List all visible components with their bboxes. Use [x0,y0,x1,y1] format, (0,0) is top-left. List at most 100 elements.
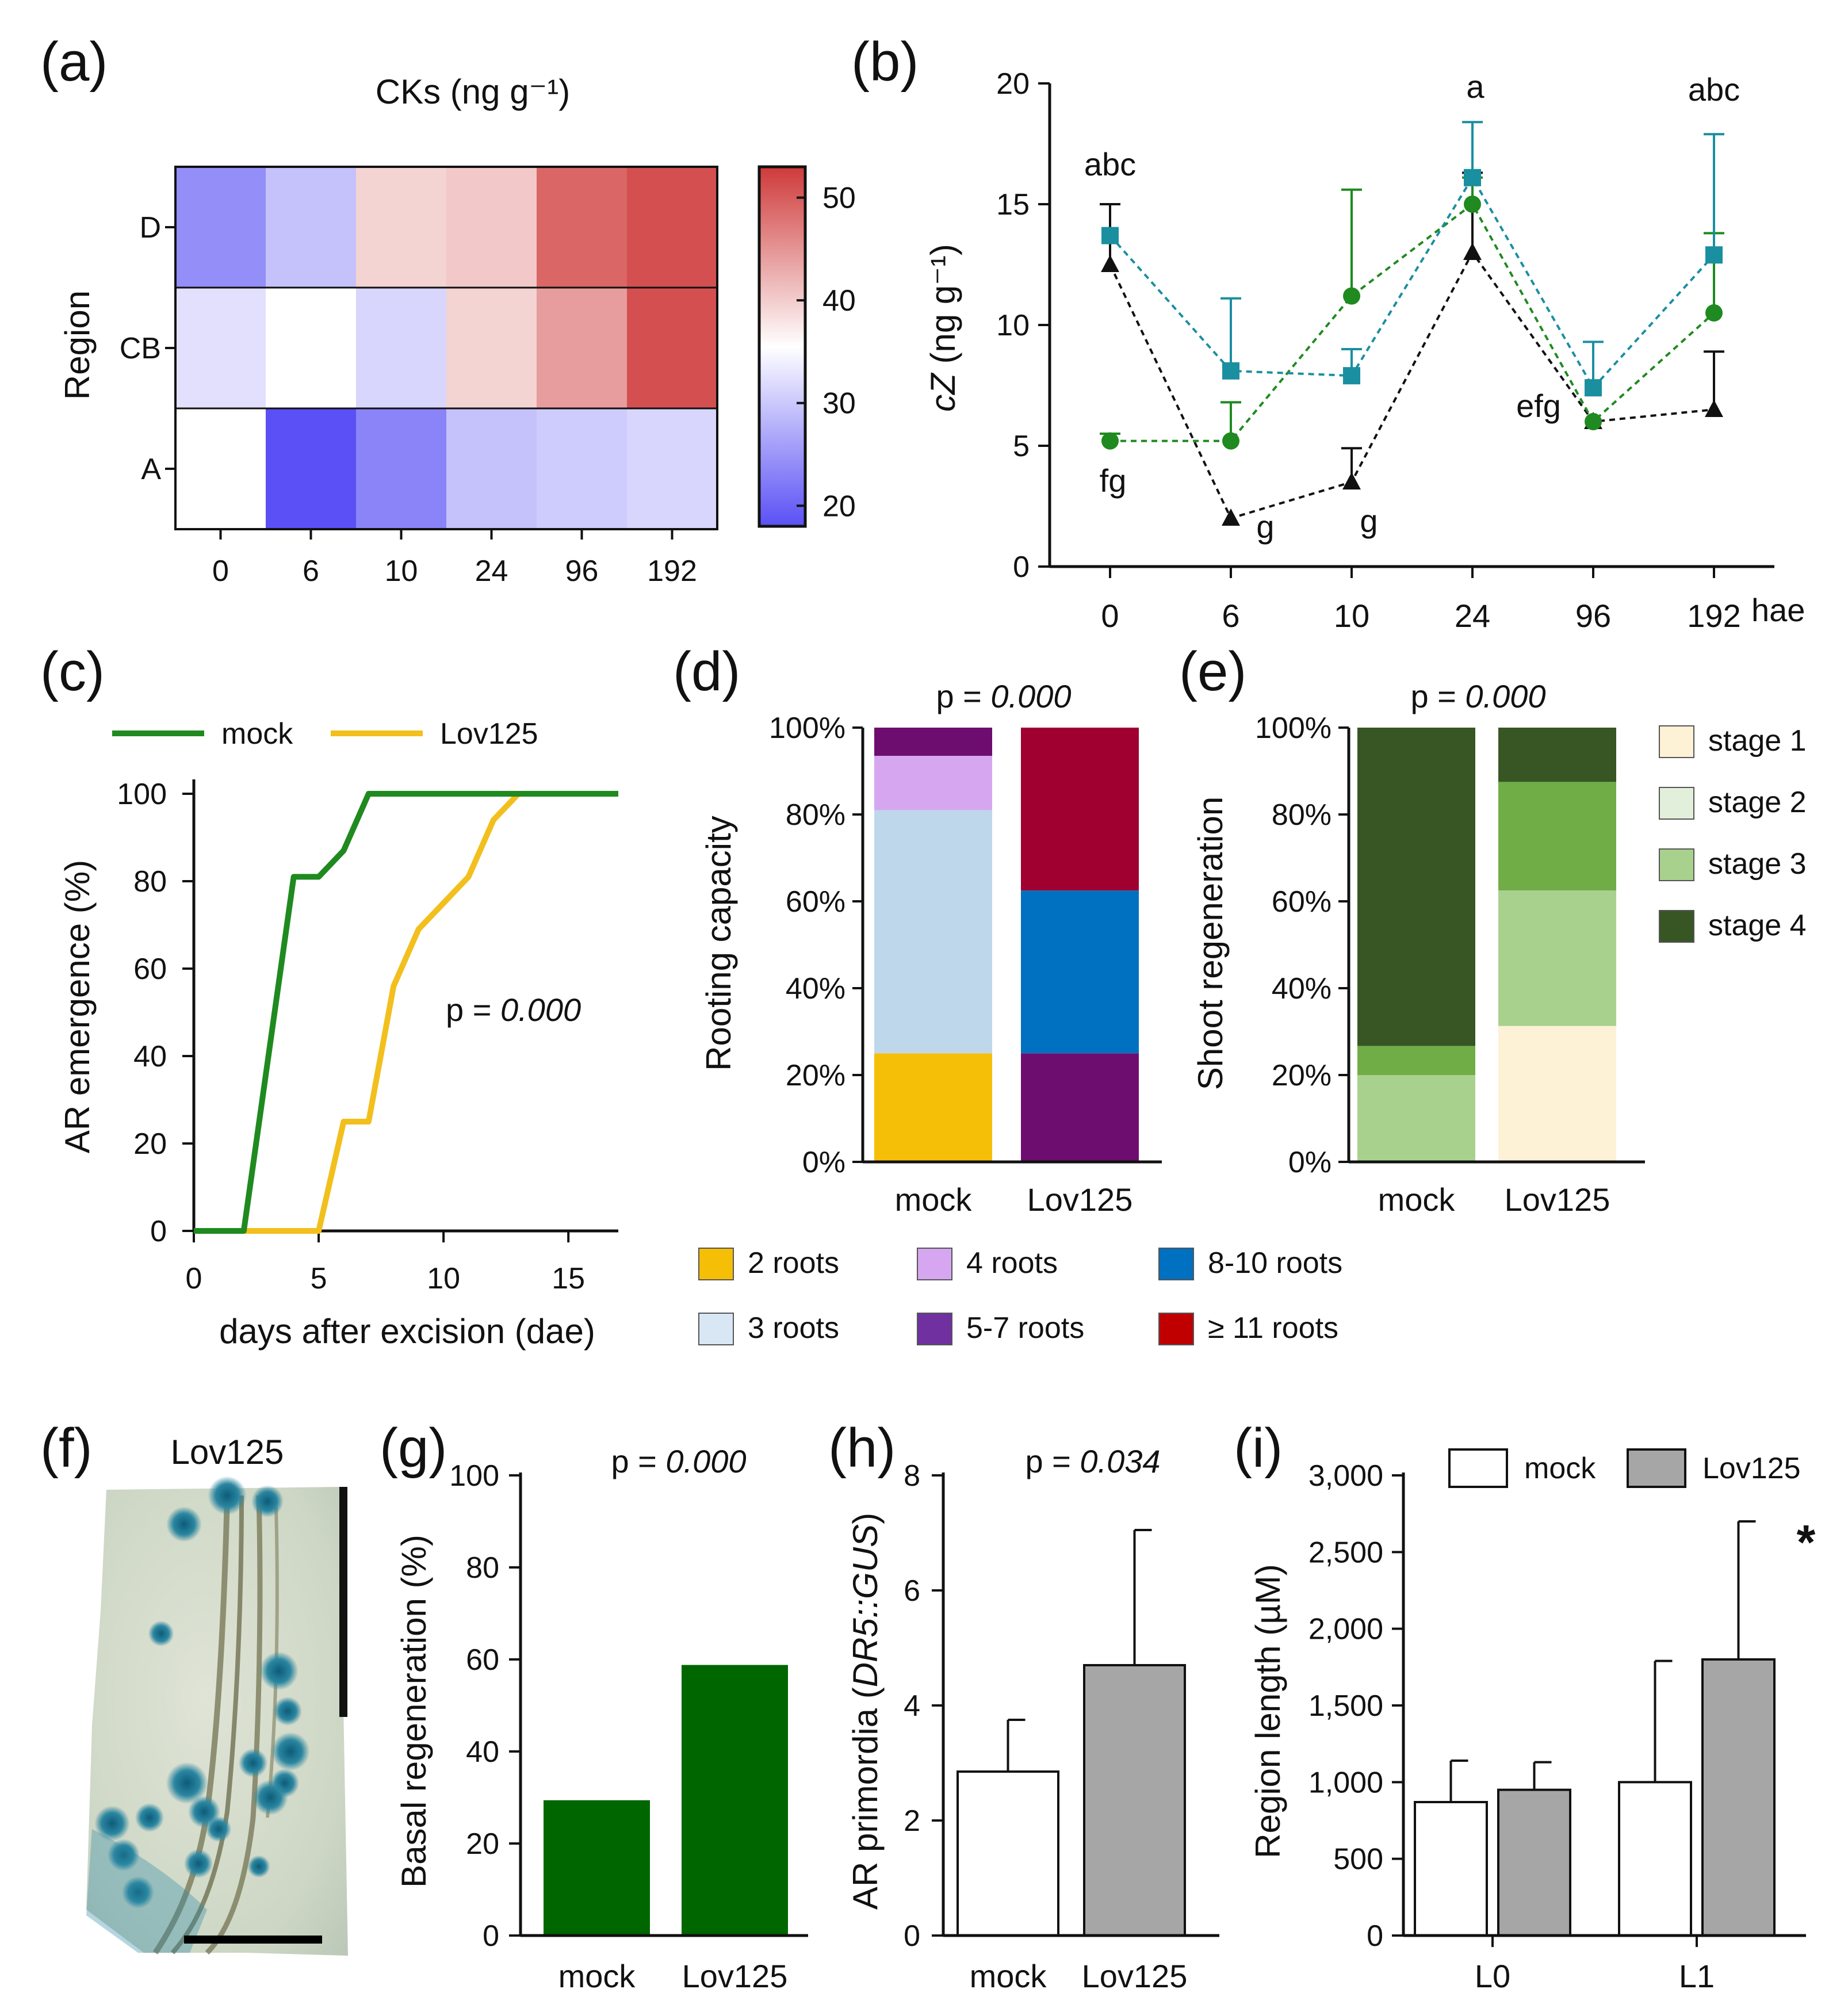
shoot-pvalue: p = 0.000 [1410,678,1545,714]
cz-point-teal [1222,362,1239,380]
legend-mock-box [1448,1448,1508,1488]
stacked-segment [874,1053,992,1162]
cz-y-tick-label: 5 [1013,430,1030,463]
legend-swatch [1659,848,1694,881]
basal-y-tick-label: 80 [466,1551,499,1585]
cz-point-black [1101,255,1119,272]
gus-dot [251,1485,284,1517]
cz-point-teal [1343,367,1360,385]
cz-point-teal [1585,379,1602,397]
basal-pvalue: p = 0.000 [611,1443,746,1479]
cz-x-tick-label: 10 [1334,598,1369,634]
heatmap-column-label: 192 [647,554,697,588]
basal-pvalue-value: 0.000 [665,1443,746,1479]
stacked-segment [874,728,992,756]
panel-g-letter: (g) [380,1417,447,1479]
gus-dot [166,1506,202,1542]
cz-point-black [1222,508,1240,526]
gus-dot [247,1855,270,1878]
region-category-label: L1 [1679,1958,1715,1994]
legend-swatch [1659,725,1694,758]
cz-point-black [1705,400,1723,417]
blue-stain-base [86,1829,207,1953]
legend-swatch [1659,910,1694,943]
stacked-segment [874,756,992,810]
colorbar-tick-label: 30 [822,387,856,420]
heatmap-column-label: 0 [212,554,229,588]
rooting-ticks: 0% 20% 40% 60% 80% 100% [769,712,863,1179]
cz-point-teal [1705,246,1723,264]
heatmap-column-label: 24 [475,554,508,588]
heatmap-cells [174,166,718,530]
primordia-bar [956,1770,1059,1937]
primordia-bar [1083,1664,1186,1937]
cz-point-black [1463,243,1482,260]
bar-category-label: mock [1378,1181,1456,1218]
basal-y-tick-label: 40 [466,1735,499,1769]
panel-f-letter: (f) [40,1417,93,1479]
stacked-y-tick-label: 80% [1272,798,1332,832]
ar-y-tick-label: 20 [133,1127,167,1161]
legend-label: stage 4 [1708,909,1807,942]
stacked-y-tick-label: 40% [1272,972,1332,1005]
region-bars: L0 L1 [1414,1520,1776,1994]
primordia-pvalue-prefix: p = [1025,1443,1080,1479]
stacked-y-tick-label: 80% [786,798,845,832]
cz-point-green [1585,413,1602,430]
legend-i-mock-label: mock [1524,1452,1596,1485]
heatmap-cell [175,288,266,408]
cz-x-tick-label: 24 [1455,598,1490,634]
heatmap-title: CKs (ng g⁻¹) [376,72,570,111]
legend-swatch [1659,787,1694,820]
cz-y-tick-label: 0 [1013,550,1030,584]
cz-point-green [1343,287,1360,305]
ar-x-tick-label: 15 [552,1262,585,1295]
basal-bars: mock Lov125 [544,1665,788,1994]
region-y-tick-label: 3,000 [1308,1459,1383,1493]
gus-dot [108,1839,140,1871]
heatmap-cell [266,167,356,288]
primordia-y-tick-label: 0 [904,1919,920,1953]
stacked-segment [874,810,992,1054]
basal-y-tick-label: 100 [449,1459,499,1493]
rooting-pvalue-prefix: p = [936,678,990,714]
legend-label: 5-7 roots [966,1311,1084,1345]
ar-x-tick-label: 10 [427,1262,460,1295]
heatmap-column-label: 6 [303,554,319,588]
vascular-strand-3 [205,1495,263,1955]
stacked-segment [1498,782,1616,891]
gus-dot [122,1876,154,1908]
basal-y-tick-label: 0 [483,1919,499,1953]
primordia-category-label: mock [970,1958,1047,1994]
cz-point-green [1705,304,1723,322]
gus-dot [252,1780,288,1815]
panel-h-bar-chart: p = 0.034 AR primordia (DR5::GUS) mock Lo… [846,1443,1219,1994]
stacked-segment [1021,728,1139,891]
heatmap-cell [266,288,356,408]
legend-label: 2 roots [748,1246,839,1280]
stacked-y-tick-label: 60% [786,885,845,919]
primordia-pvalue-value: 0.034 [1080,1443,1160,1479]
primordia-ylabel: AR primordia (DR5::GUS) [846,1513,885,1910]
basal-y-tick-label: 60 [466,1643,499,1677]
cz-xlabel: hae [1751,592,1805,628]
region-bar [1497,1788,1571,1937]
heatmap-cell [537,408,627,529]
basal-ticks: 0 20 40 60 80 100 [449,1459,521,1953]
stacked-segment [1498,728,1616,782]
basal-category-label: mock [558,1958,636,1994]
ar-y-tick-label: 40 [133,1040,167,1073]
stacked-segment [1357,1046,1475,1075]
ar-series [194,791,618,1234]
panel-g-bar-chart: p = 0.000 Basal regeneration (%) mock Lov… [395,1443,808,1994]
basal-ylabel: Basal regeneration (%) [395,1535,433,1888]
cz-point-green [1222,432,1239,450]
shoot-ylabel: Shoot regeneration [1191,797,1230,1090]
heatmap-column-labels: 0 6 10 24 96 192 [212,529,697,588]
stacked-y-tick-label: 0% [1288,1146,1332,1179]
panel-d-stacked-bars: p = 0.000 Rooting capacity mock Lov125 0%… [698,678,1342,1345]
cz-annotation-5: a [1466,68,1484,105]
legend-swatch [917,1248,952,1280]
heatmap-row-label: D [139,211,161,244]
